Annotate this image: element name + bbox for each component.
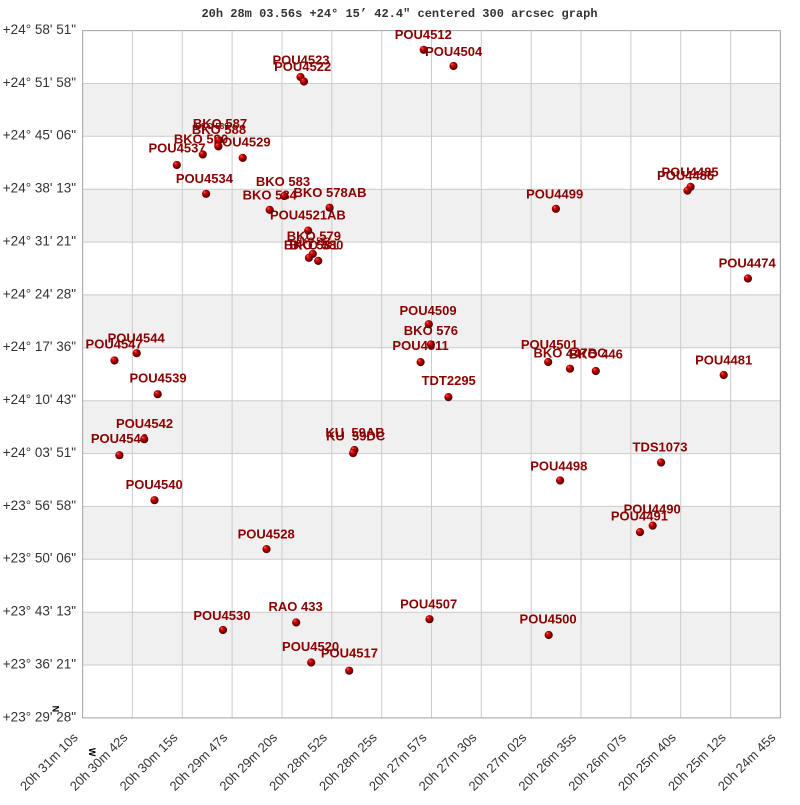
svg-text:+24° 38' 13": +24° 38' 13" [3, 181, 76, 196]
svg-text:+24° 51' 58": +24° 51' 58" [3, 75, 76, 90]
svg-text:+23° 43' 13": +23° 43' 13" [3, 604, 76, 619]
svg-text:+23° 50' 06": +23° 50' 06" [3, 551, 76, 566]
svg-text:20h 28m 03.56s +24° 15’ 42.4": 20h 28m 03.56s +24° 15’ 42.4" centered 3… [201, 7, 597, 21]
svg-text:BKO 576: BKO 576 [404, 323, 458, 338]
svg-text:POU4486: POU4486 [657, 168, 714, 183]
svg-text:POU4474: POU4474 [719, 256, 777, 271]
svg-text:POU4521AB: POU4521AB [270, 207, 346, 222]
svg-text:BKO 589: BKO 589 [195, 122, 229, 131]
svg-text:POU4534: POU4534 [176, 171, 234, 186]
svg-text:POU4520: POU4520 [282, 639, 339, 654]
svg-text:POU4542: POU4542 [116, 416, 173, 431]
svg-text:BKO 579: BKO 579 [287, 229, 341, 244]
svg-text:+24° 24' 28": +24° 24' 28" [3, 286, 76, 301]
svg-text:BKO 580: BKO 580 [289, 238, 343, 253]
svg-text:+23° 29' 28": +23° 29' 28" [3, 709, 76, 724]
svg-text:POU4530: POU4530 [193, 608, 250, 623]
svg-text:POU4537: POU4537 [148, 140, 205, 155]
svg-text:POU4544: POU4544 [108, 331, 166, 346]
svg-text:POU4512: POU4512 [395, 27, 452, 42]
svg-text:POU4517: POU4517 [321, 646, 378, 661]
svg-text:+24° 17' 36": +24° 17' 36" [3, 339, 76, 354]
svg-text:+23° 36' 21": +23° 36' 21" [3, 656, 76, 671]
svg-text:BKO 587: BKO 587 [193, 116, 247, 131]
svg-text:POU4523: POU4523 [272, 53, 329, 68]
svg-text:POU4490: POU4490 [624, 502, 681, 517]
svg-text:BKO 446: BKO 446 [569, 346, 623, 361]
svg-text:+24° 10' 43": +24° 10' 43" [3, 392, 76, 407]
svg-text:+24° 58' 51": +24° 58' 51" [3, 22, 76, 37]
svg-text:BKO 588: BKO 588 [192, 122, 246, 137]
svg-text:BKO 578AB: BKO 578AB [294, 185, 367, 200]
svg-text:TDT2295: TDT2295 [422, 373, 476, 388]
svg-text:KU 59DC: KU 59DC [326, 429, 386, 444]
svg-text:BKO 582: BKO 582 [296, 237, 330, 246]
svg-text:POU4499: POU4499 [526, 187, 583, 202]
svg-text:+24° 03' 51": +24° 03' 51" [3, 445, 76, 460]
svg-text:TDS1073: TDS1073 [633, 440, 688, 455]
svg-text:POU4547: POU4547 [86, 337, 143, 352]
svg-text:POU4501: POU4501 [521, 337, 578, 352]
svg-text:BKO 447BC: BKO 447BC [534, 346, 608, 361]
svg-text:POU4509: POU4509 [399, 303, 456, 318]
svg-text:POU4539: POU4539 [129, 371, 186, 386]
svg-text:POU4498: POU4498 [530, 458, 587, 473]
svg-text:N: N [50, 706, 60, 713]
svg-text:BKO 583: BKO 583 [256, 174, 310, 189]
svg-text:RAO 433: RAO 433 [268, 599, 322, 614]
svg-text:POU4507: POU4507 [400, 597, 457, 612]
svg-text:+23° 56' 58": +23° 56' 58" [3, 498, 76, 513]
svg-text:+24° 31' 21": +24° 31' 21" [3, 234, 76, 249]
svg-text:POU4546: POU4546 [91, 431, 148, 446]
svg-text:+24° 45' 06": +24° 45' 06" [3, 128, 76, 143]
svg-text:POU4481: POU4481 [695, 352, 752, 367]
svg-text:BKO 590: BKO 590 [174, 131, 228, 146]
svg-text:POU4491: POU4491 [611, 509, 668, 524]
svg-text:W: W [87, 748, 97, 757]
svg-text:POU4528: POU4528 [238, 527, 295, 542]
svg-text:BKO 581: BKO 581 [284, 238, 338, 253]
svg-text:POU4522: POU4522 [274, 59, 331, 74]
svg-text:POU4529: POU4529 [213, 135, 270, 150]
svg-text:POU4504: POU4504 [425, 44, 483, 59]
svg-text:BKO 584: BKO 584 [243, 188, 298, 203]
svg-text:POU4500: POU4500 [520, 612, 577, 627]
svg-text:POU4511: POU4511 [392, 338, 448, 353]
svg-text:POU4485: POU4485 [661, 164, 718, 179]
svg-text:POU4540: POU4540 [126, 477, 183, 492]
svg-text:KU 59AB: KU 59AB [325, 425, 384, 440]
